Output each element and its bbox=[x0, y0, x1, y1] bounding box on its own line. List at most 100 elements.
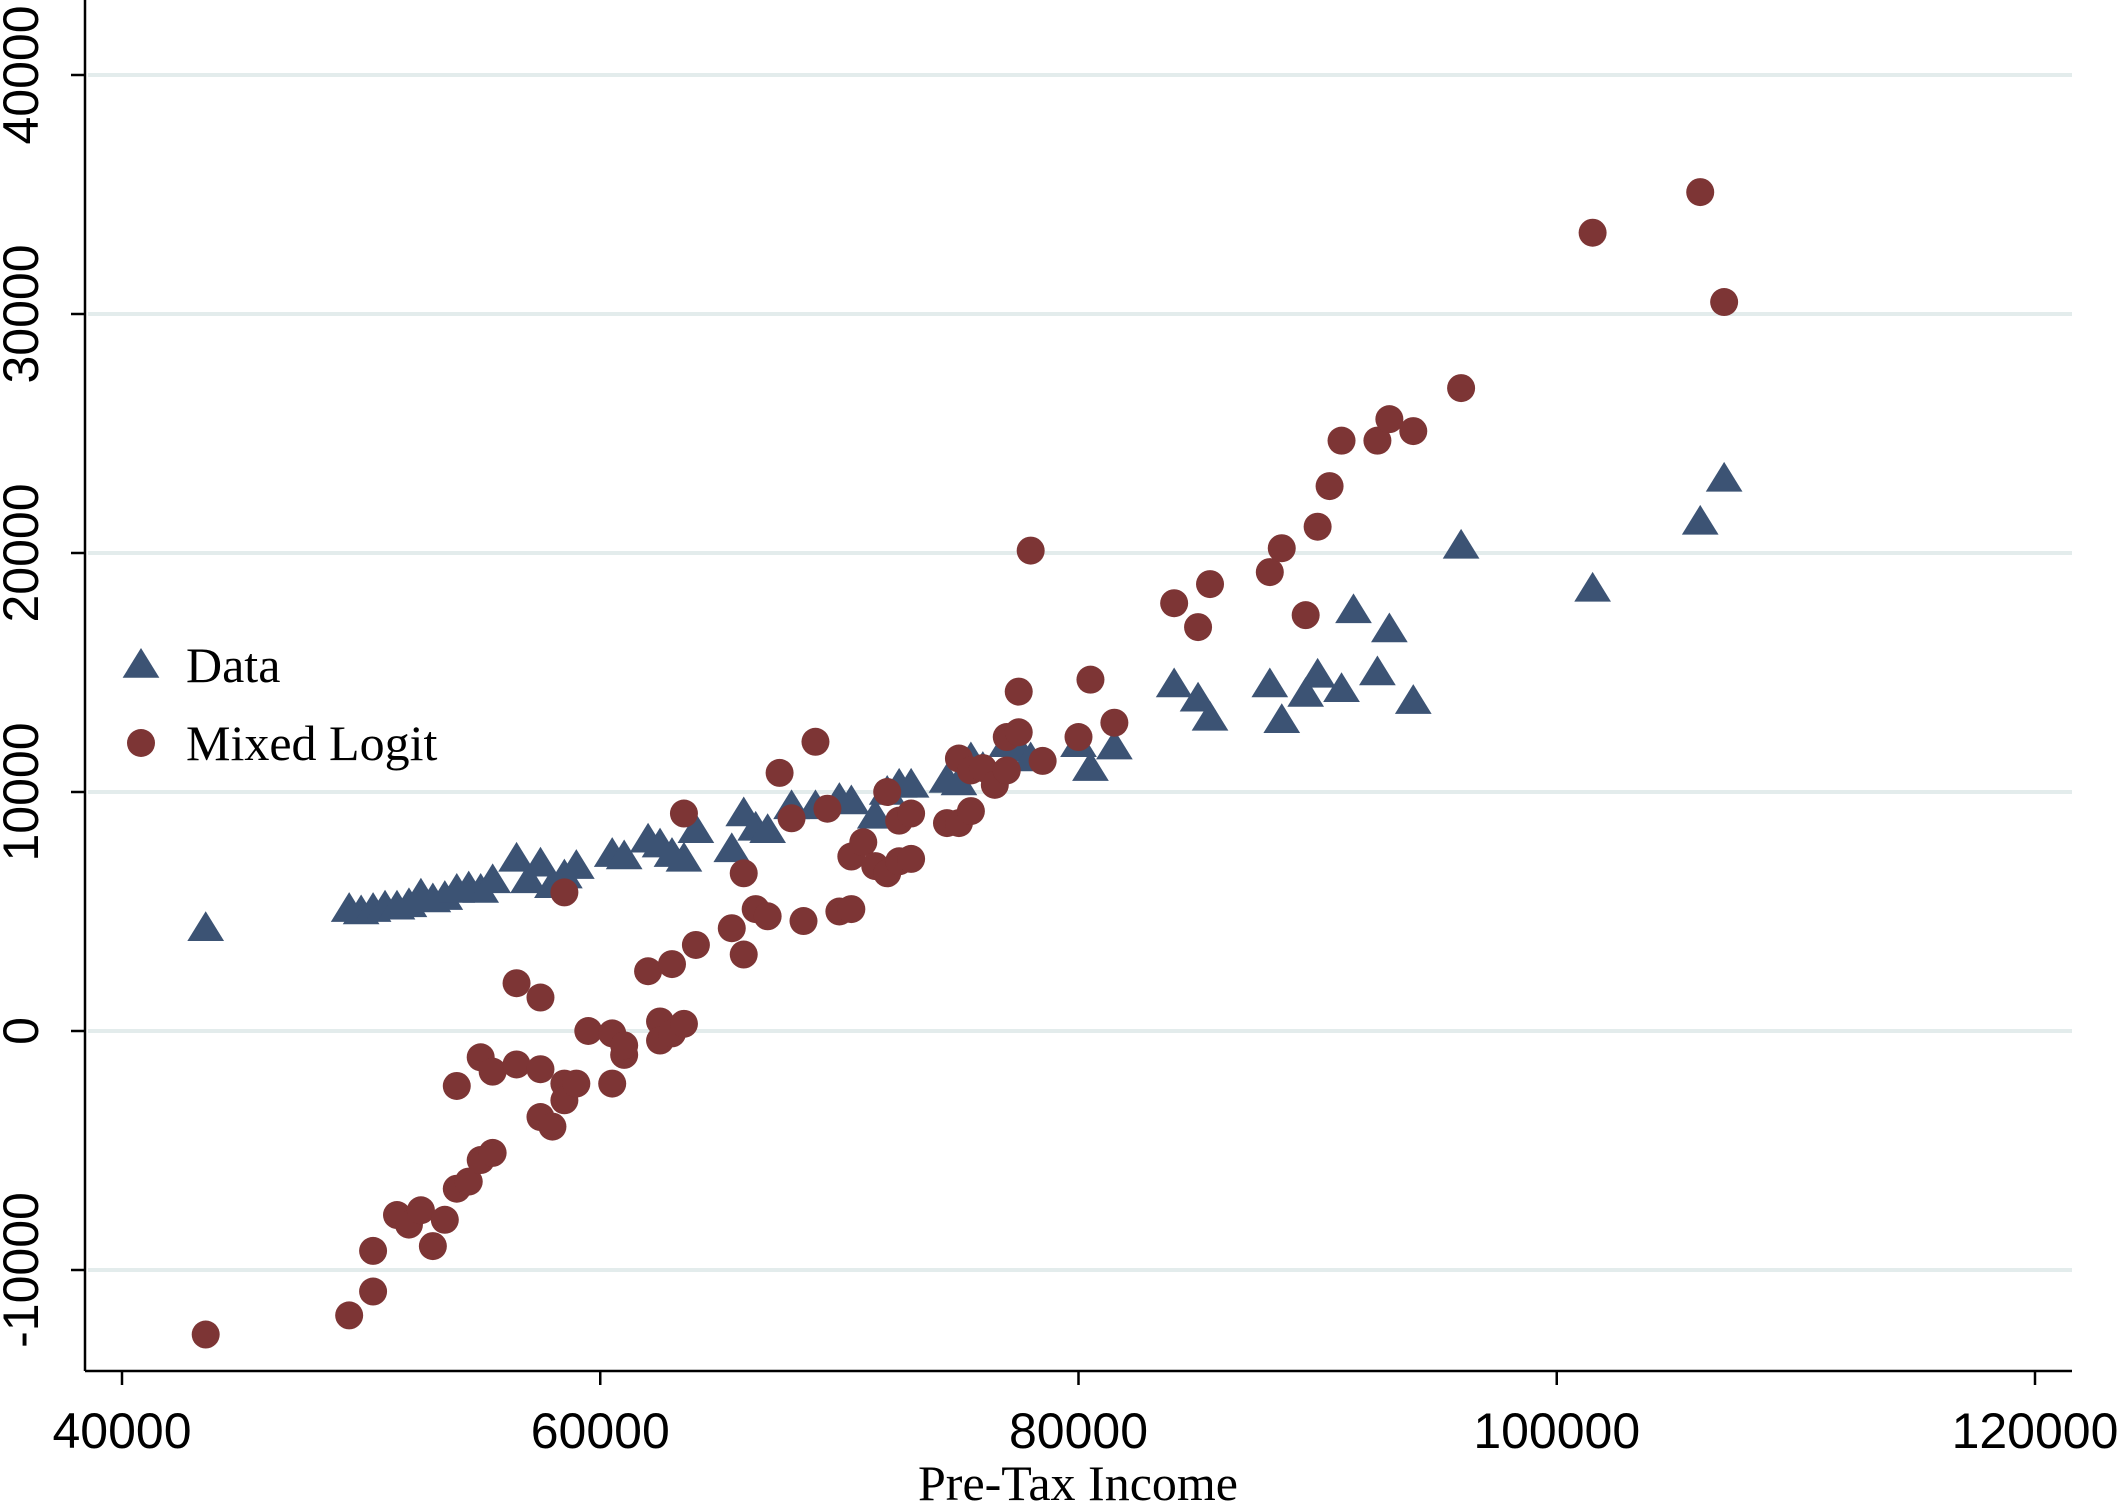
data-point-triangle bbox=[713, 832, 751, 863]
mixed-logit-point bbox=[849, 828, 878, 857]
mixed-logit-point bbox=[717, 914, 746, 943]
mixed-logit-point bbox=[1315, 472, 1344, 501]
mixed-logit-point bbox=[801, 727, 830, 756]
data-point-triangle bbox=[557, 849, 595, 879]
mixed-logit-point bbox=[502, 969, 531, 998]
mixed-logit-point bbox=[574, 1017, 603, 1045]
mixed-logit-point bbox=[526, 983, 555, 1012]
data-point-triangle bbox=[1394, 684, 1432, 714]
mixed-logit-point bbox=[454, 1167, 483, 1196]
mixed-logit-point bbox=[562, 1069, 591, 1098]
data-point-triangle bbox=[1263, 703, 1301, 734]
data-point-triangle bbox=[892, 767, 930, 798]
mixed-logit-point bbox=[753, 902, 782, 931]
x-tick-label: 80000 bbox=[1009, 1403, 1148, 1459]
data-point-triangle bbox=[605, 839, 643, 870]
mixed-logit-point bbox=[191, 1320, 220, 1349]
data-point-triangle bbox=[1251, 667, 1289, 698]
mixed-logit-point bbox=[789, 907, 818, 936]
data-point-triangle bbox=[1705, 461, 1743, 492]
mixed-logit-point bbox=[1028, 746, 1057, 775]
data-point-triangle bbox=[749, 813, 786, 843]
mixed-logit-point bbox=[430, 1205, 459, 1234]
mixed-logit-point bbox=[598, 1069, 627, 1098]
mixed-logit-point bbox=[1327, 426, 1356, 455]
mixed-logit-point bbox=[1016, 536, 1045, 565]
x-tick-label: 120000 bbox=[1952, 1403, 2119, 1459]
data-point-triangle bbox=[665, 841, 703, 872]
mixed-logit-point bbox=[1004, 718, 1033, 747]
y-tick-label: -10000 bbox=[0, 1192, 49, 1348]
mixed-logit-point bbox=[657, 950, 686, 979]
mixed-logit-point bbox=[837, 895, 866, 924]
mixed-logit-point bbox=[729, 859, 758, 888]
y-tick-label: 0 bbox=[0, 1017, 49, 1045]
mixed-logit-point bbox=[442, 1071, 471, 1100]
mixed-logit-point bbox=[1375, 405, 1404, 434]
data-point-triangle bbox=[1072, 751, 1109, 781]
data-point-triangle bbox=[832, 784, 870, 815]
mixed-logit-point bbox=[406, 1196, 435, 1225]
data-point-triangle bbox=[1442, 528, 1480, 559]
mixed-logit-point bbox=[1710, 288, 1739, 317]
data-point-triangle bbox=[1299, 657, 1336, 688]
mixed-logit-point bbox=[359, 1277, 388, 1306]
data-point-triangle bbox=[940, 765, 978, 796]
mixed-logit-point bbox=[1399, 417, 1428, 446]
tick-marks bbox=[71, 73, 2037, 1385]
legend-label: Mixed Logit bbox=[186, 715, 437, 771]
mixed-logit-point bbox=[538, 1112, 567, 1141]
mixed-logit-point bbox=[1100, 708, 1129, 737]
mixed-logit-point bbox=[550, 878, 579, 907]
data-point-triangle bbox=[1359, 655, 1396, 686]
mixed-logit-point bbox=[777, 804, 806, 833]
mixed-logit-point bbox=[729, 940, 758, 969]
mixed-logit-point bbox=[1196, 570, 1225, 599]
mixed-logit-point bbox=[502, 1050, 531, 1079]
mixed-logit-point bbox=[1363, 426, 1392, 455]
data-point-triangle bbox=[1681, 504, 1719, 535]
mixed-logit-point bbox=[956, 797, 985, 826]
mixed-logit-point bbox=[1447, 374, 1476, 403]
mixed-logit-point bbox=[1064, 723, 1093, 752]
mixed-logit-point bbox=[335, 1301, 364, 1330]
mixed-logit-point bbox=[359, 1236, 388, 1265]
data-point-triangle bbox=[1179, 681, 1217, 712]
mixed-logit-point bbox=[897, 799, 926, 828]
mixed-logit-point bbox=[1004, 677, 1033, 706]
legend-box bbox=[100, 630, 505, 785]
data-point-triangle bbox=[1574, 571, 1611, 602]
data-point-triangle bbox=[522, 846, 559, 877]
legend-triangle-icon bbox=[122, 648, 160, 678]
data-point-triangle bbox=[498, 841, 535, 872]
data-point-triangle bbox=[187, 911, 225, 941]
mixed-logit-point bbox=[873, 778, 902, 806]
data-point-triangle bbox=[1155, 667, 1193, 698]
mixed-logit-point bbox=[1303, 512, 1332, 541]
legend: Data Mixed Logit bbox=[100, 630, 505, 785]
mixed-logit-point bbox=[1578, 218, 1607, 247]
y-tick-label: 40000 bbox=[0, 5, 49, 144]
x-axis-title: Pre-Tax Income bbox=[918, 1455, 1238, 1508]
mixed-logit-point bbox=[992, 756, 1021, 785]
mixed-logit-point bbox=[1255, 558, 1284, 587]
data-points bbox=[187, 178, 1743, 1349]
mixed-logit-point bbox=[813, 794, 842, 823]
y-tick-label: 10000 bbox=[0, 722, 49, 861]
mixed-logit-point bbox=[1184, 613, 1213, 642]
gridlines bbox=[88, 73, 2072, 1272]
data-point-triangle bbox=[1323, 672, 1360, 702]
mixed-logit-point bbox=[897, 844, 926, 873]
tick-labels: -10000 0 10000 20000 30000 40000 40000 60000 800… bbox=[0, 5, 2118, 1459]
x-tick-label: 100000 bbox=[1473, 1403, 1640, 1459]
data-point-triangle bbox=[1096, 729, 1133, 760]
mixed-logit-point bbox=[1267, 534, 1296, 563]
data-point-triangle bbox=[1335, 593, 1372, 624]
y-tick-label: 20000 bbox=[0, 483, 49, 622]
mixed-logit-point bbox=[669, 799, 698, 828]
legend-label: Data bbox=[186, 637, 280, 693]
mixed-logit-point bbox=[1160, 589, 1189, 618]
mixed-logit-point bbox=[765, 758, 794, 787]
mixed-logit-point bbox=[418, 1232, 447, 1261]
